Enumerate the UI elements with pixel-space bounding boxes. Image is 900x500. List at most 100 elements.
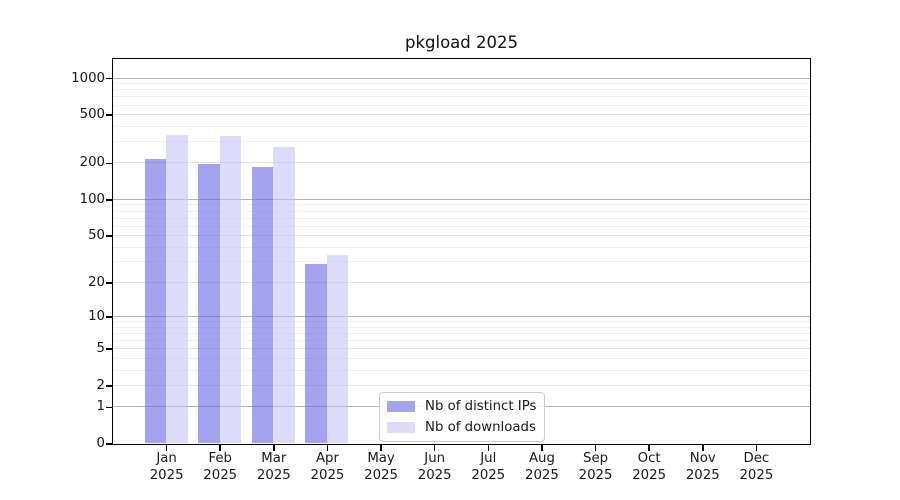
xtick-label-aug: Aug 2025	[510, 451, 574, 484]
xtick-label-dec: Dec 2025	[724, 451, 788, 484]
xtick-month-mar: Mar	[261, 451, 287, 466]
ytick-label-1: 1	[96, 399, 105, 415]
gridline-30	[112, 261, 810, 263]
ytick-label-1000: 1000	[71, 70, 105, 86]
gridline-70	[112, 217, 810, 219]
xtick-label-nov: Nov 2025	[671, 451, 735, 484]
bar-feb-distinct-ips	[198, 164, 220, 444]
xtick-label-jul: Jul 2025	[456, 451, 520, 484]
bar-mar-downloads	[273, 147, 295, 444]
gridline-7	[112, 333, 810, 334]
gridline-3	[112, 369, 810, 371]
gridline-5	[112, 348, 810, 350]
bar-mar-distinct-ips	[251, 166, 274, 444]
xtick-year-mar: 2025	[256, 467, 291, 483]
ytick-label-2: 2	[96, 377, 105, 393]
gridline-400	[112, 125, 810, 127]
xtick-mark-jun	[433, 444, 436, 451]
ytick-label-5: 5	[96, 341, 105, 357]
ytick-label-0: 0	[96, 436, 105, 451]
xtick-month-aug: Aug	[528, 451, 555, 466]
ytick-mark-1000	[106, 77, 113, 80]
xtick-mark-apr	[326, 444, 329, 451]
ytick-mark-100	[106, 199, 113, 201]
ytick-mark-20	[106, 282, 113, 284]
gridline-20	[112, 281, 810, 283]
gridline-500	[112, 114, 810, 116]
bar-feb-downloads	[219, 135, 242, 444]
ytick-mark-10	[106, 316, 113, 318]
legend-row-downloads: Nb of downloads	[387, 418, 536, 437]
xtick-mark-jan	[165, 444, 168, 451]
ytick-mark-2	[106, 385, 113, 387]
xtick-month-jul: Jul	[480, 451, 497, 466]
gridline-4	[112, 357, 810, 359]
gridline-2	[112, 384, 810, 386]
xtick-mark-feb	[219, 444, 221, 451]
ytick-label-10: 10	[88, 309, 105, 325]
ytick-mark-5	[106, 348, 113, 350]
xtick-year-nov: 2025	[685, 467, 720, 483]
gridline-300	[112, 141, 810, 143]
xtick-label-mar: Mar 2025	[242, 451, 306, 484]
xtick-label-feb: Feb 2025	[188, 451, 252, 484]
xtick-year-jul: 2025	[471, 467, 506, 483]
bar-jan-distinct-ips	[144, 158, 167, 444]
xtick-label-may: May 2025	[349, 451, 413, 484]
xtick-label-oct: Oct 2025	[617, 451, 681, 484]
chart-title: pkgload 2025	[404, 33, 518, 52]
xtick-year-dec: 2025	[739, 467, 774, 483]
gridline-10	[112, 316, 810, 318]
ytick-mark-0	[106, 443, 113, 445]
xtick-mark-sep	[594, 444, 597, 451]
ytick-label-100: 100	[79, 191, 105, 207]
ytick-mark-200	[106, 162, 113, 165]
xtick-label-sep: Sep 2025	[564, 451, 628, 484]
gridline-600	[112, 104, 810, 106]
plot-canvas	[112, 59, 810, 444]
xtick-mark-dec	[755, 444, 758, 451]
xtick-month-oct: Oct	[637, 451, 661, 466]
xtick-year-oct: 2025	[632, 467, 667, 483]
xtick-year-jan: 2025	[149, 467, 184, 483]
gridline-40	[112, 246, 810, 248]
gridline-800	[112, 89, 810, 91]
xtick-month-jan: Jan	[156, 451, 177, 466]
ytick-mark-50	[106, 235, 113, 237]
ytick-label-200: 200	[79, 155, 105, 171]
gridline-700	[112, 96, 810, 98]
bar-apr-distinct-ips	[305, 263, 327, 444]
xtick-mark-aug	[541, 444, 543, 451]
xtick-month-feb: Feb	[208, 451, 232, 466]
xtick-month-apr: Apr	[315, 451, 339, 466]
legend-row-distinct-ips: Nb of distinct IPs	[387, 397, 536, 416]
xtick-month-dec: Dec	[743, 451, 770, 466]
ytick-mark-1	[106, 406, 113, 409]
legend-label-downloads: Nb of downloads	[425, 420, 536, 435]
ytick-mark-500	[106, 114, 113, 116]
xtick-year-aug: 2025	[525, 467, 559, 483]
bar-apr-downloads	[326, 255, 349, 444]
xtick-year-apr: 2025	[310, 467, 345, 483]
xtick-mark-mar	[273, 444, 275, 451]
gridline-80	[112, 210, 810, 212]
gridline-8	[112, 326, 810, 328]
gridline-200	[112, 162, 810, 164]
xtick-year-feb: 2025	[203, 467, 238, 483]
xtick-label-jun: Jun 2025	[403, 451, 467, 484]
ytick-label-500: 500	[79, 107, 105, 123]
xtick-month-nov: Nov	[689, 451, 716, 466]
xtick-mark-oct	[648, 444, 650, 451]
xtick-label-jan: Jan 2025	[135, 451, 199, 484]
legend-swatch-downloads	[387, 422, 415, 433]
xtick-mark-may	[380, 444, 382, 451]
xtick-label-apr: Apr 2025	[295, 451, 359, 484]
legend-swatch-distinct-ips	[387, 401, 415, 412]
xtick-mark-jul	[487, 444, 490, 451]
ytick-label-50: 50	[88, 228, 105, 244]
xtick-month-sep: Sep	[583, 451, 609, 466]
gridline-6	[112, 340, 810, 342]
ytick-label-20: 20	[88, 274, 105, 290]
gridline-50	[112, 235, 810, 237]
